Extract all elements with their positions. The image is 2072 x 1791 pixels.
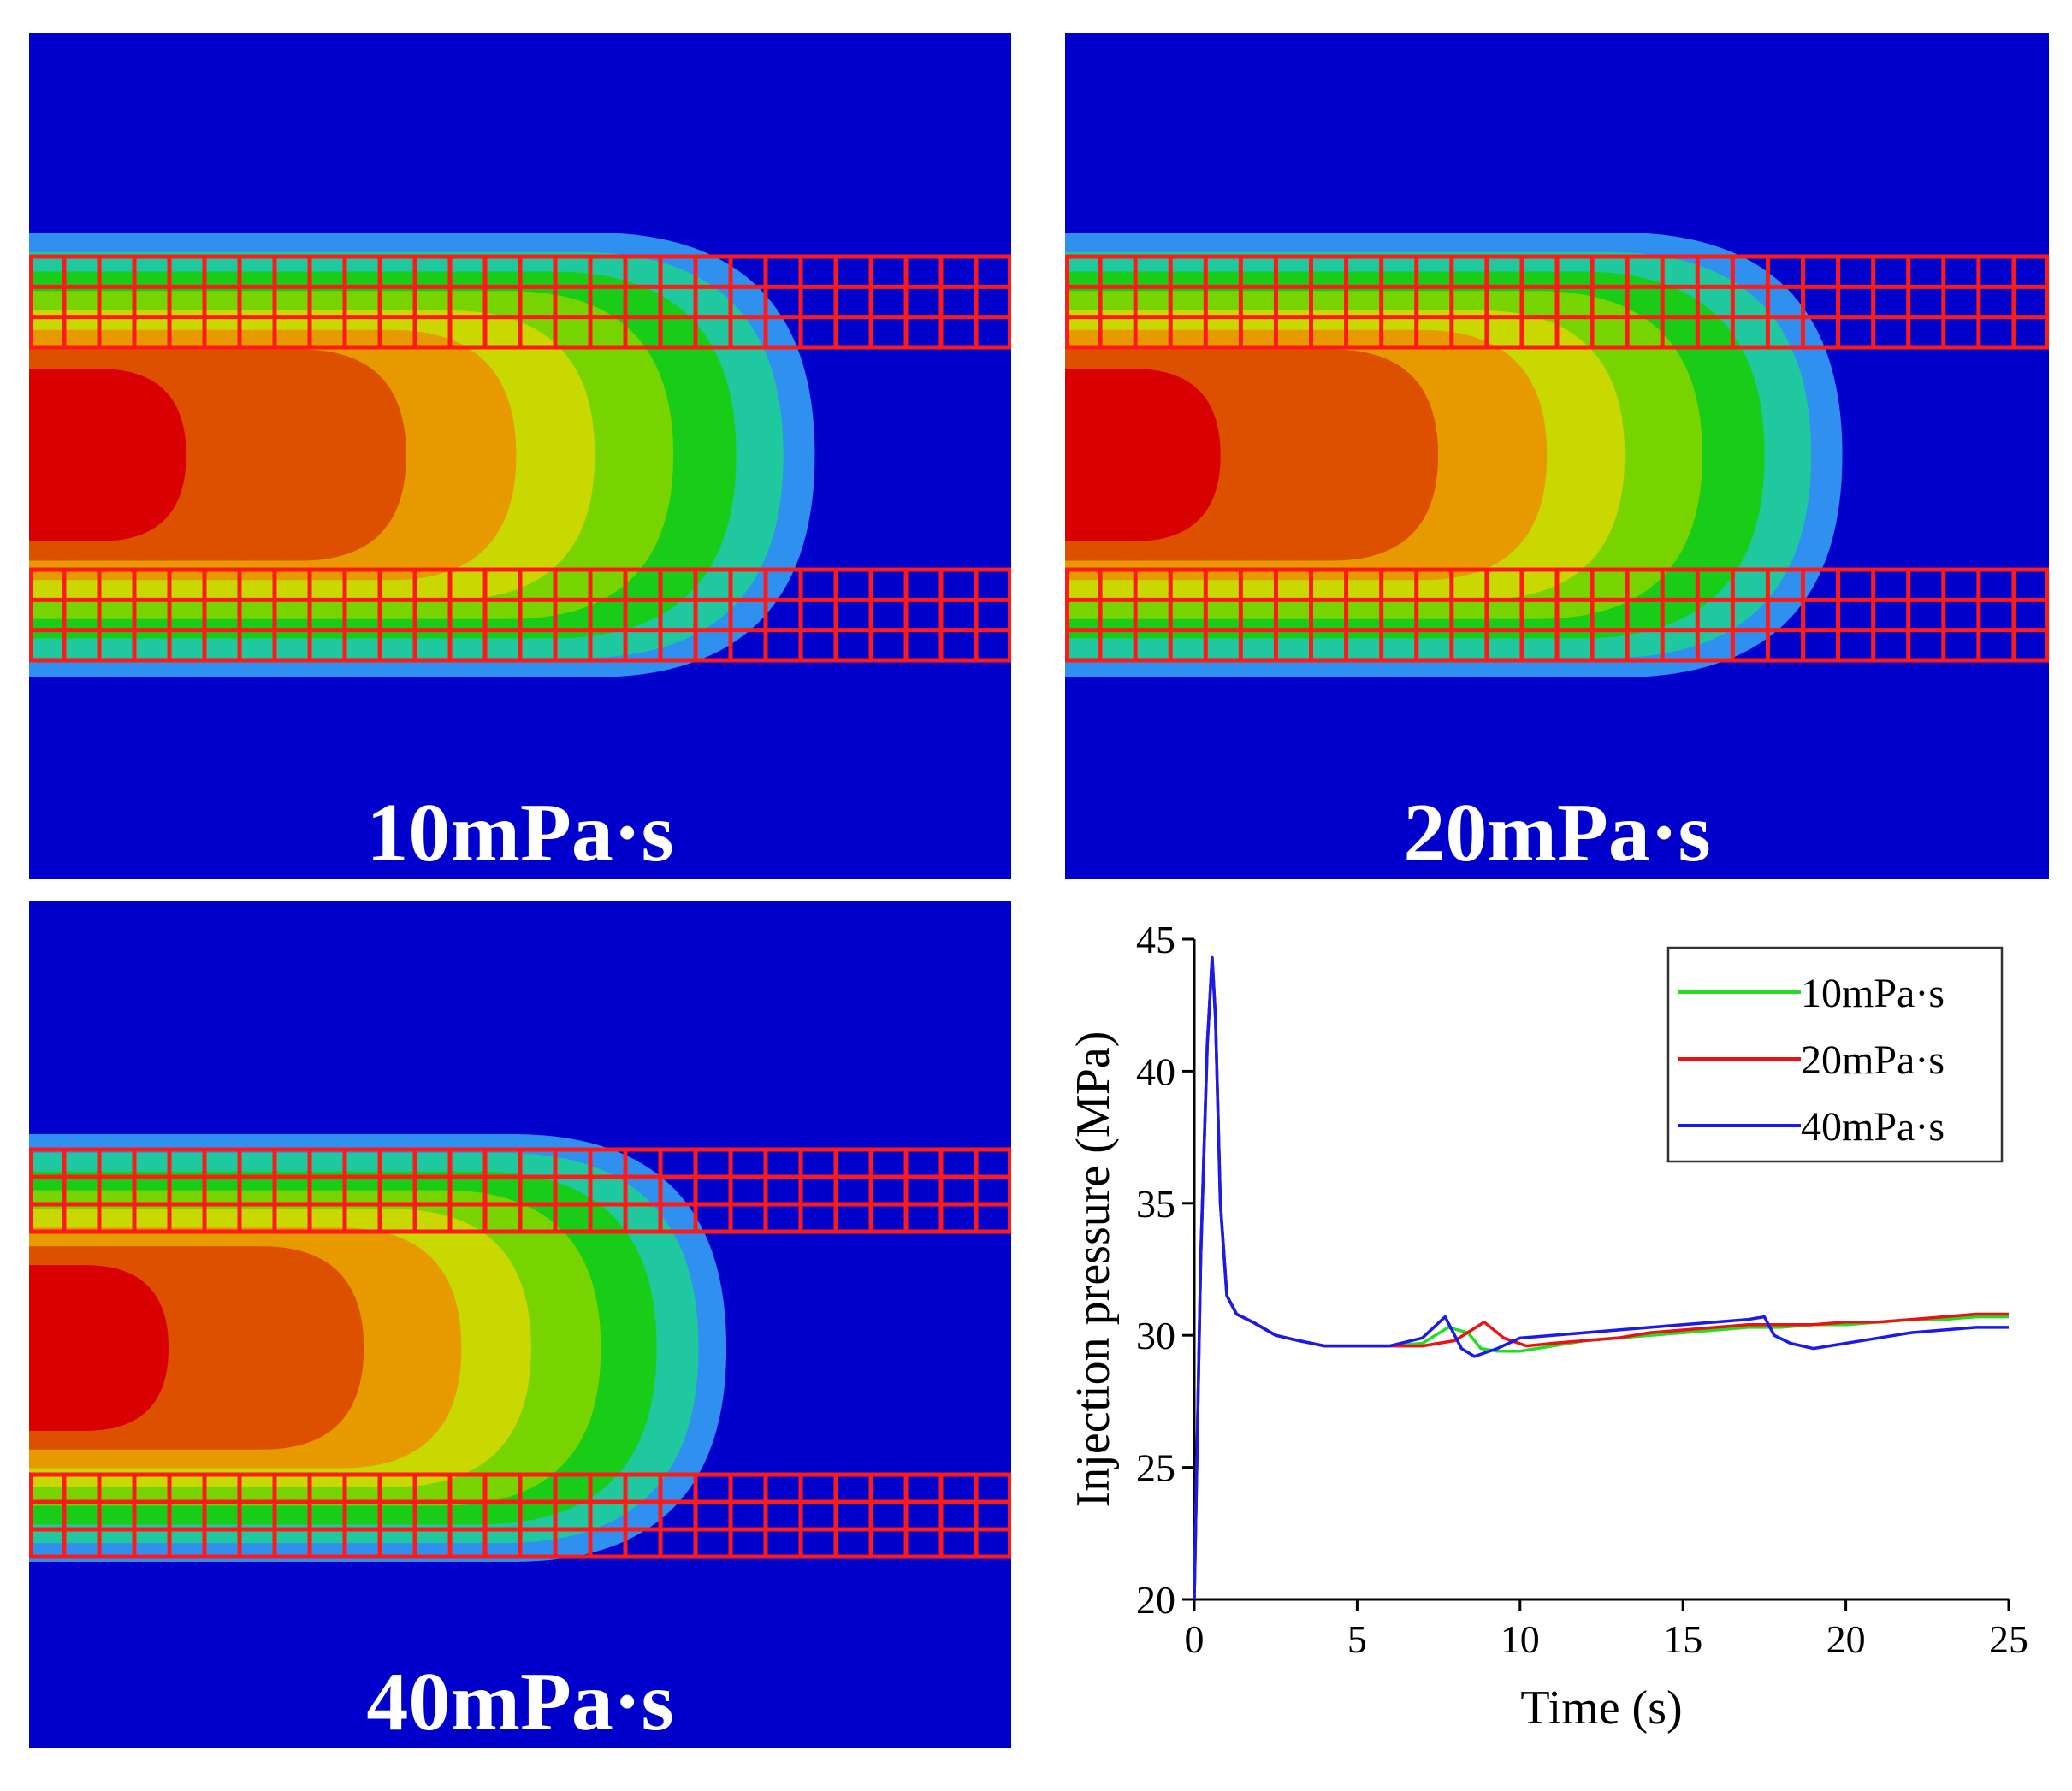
sim-panel-3: 40mPa·s	[29, 901, 1011, 1748]
legend: 10mPa·s 20mPa·s 40mPa·s	[1666, 946, 2004, 1163]
x-tick-label: 25	[1989, 1617, 2028, 1661]
y-tick-label: 25	[1136, 1446, 1175, 1490]
legend-label-3: 40mPa·s	[1801, 1104, 1945, 1150]
fracture-grid-2	[1065, 567, 2049, 663]
sim-panel-2: 20mPa·s	[1065, 33, 2049, 879]
fracture-grid-2	[29, 1472, 1011, 1559]
sim-label-2: 20mPa·s	[1403, 787, 1711, 879]
sim-label-3: 40mPa·s	[366, 1656, 674, 1748]
pressure-chart-svg: 0 5 10 15 20 25 20 25 30 35 40 45 Time (s) Injection …	[1067, 918, 2028, 1735]
sim-label-1: 10mPa·s	[366, 787, 674, 879]
fracture-grid-1	[1065, 254, 2049, 350]
contour-band-1	[29, 1265, 169, 1431]
series-line-3	[1193, 955, 2009, 1600]
sim-field-3	[29, 1134, 1011, 1562]
legend-label-1: 10mPa·s	[1801, 971, 1945, 1016]
y-tick-label: 30	[1136, 1314, 1175, 1357]
contour-band-1	[1065, 369, 1221, 541]
x-tick-label: 15	[1663, 1617, 1702, 1661]
x-tick-label: 10	[1501, 1617, 1540, 1661]
y-tick-label: 20	[1136, 1578, 1175, 1622]
sim-field-2	[1065, 233, 2049, 677]
y-tick-label: 35	[1136, 1182, 1175, 1226]
y-tick-label: 40	[1136, 1049, 1175, 1093]
fracture-grid-1	[29, 254, 1011, 350]
y-tick-label: 45	[1136, 918, 1175, 961]
x-tick-label: 0	[1185, 1617, 1205, 1661]
fracture-grid-2	[29, 567, 1011, 663]
sim-panel-1: 10mPa·s	[29, 33, 1011, 879]
x-tick-label: 20	[1826, 1617, 1866, 1661]
contour-band-1	[29, 369, 186, 541]
pressure-chart: 0 5 10 15 20 25 20 25 30 35 40 45 Time (s) Injection …	[1061, 898, 2072, 1787]
x-axis-label: Time (s)	[1520, 1682, 1682, 1735]
x-tick-label: 5	[1347, 1617, 1367, 1661]
legend-label-2: 20mPa·s	[1801, 1037, 1945, 1083]
fracture-grid-1	[29, 1147, 1011, 1234]
y-axis-label: Injection pressure (MPa)	[1067, 1031, 1120, 1508]
sim-field-1	[29, 233, 1011, 677]
